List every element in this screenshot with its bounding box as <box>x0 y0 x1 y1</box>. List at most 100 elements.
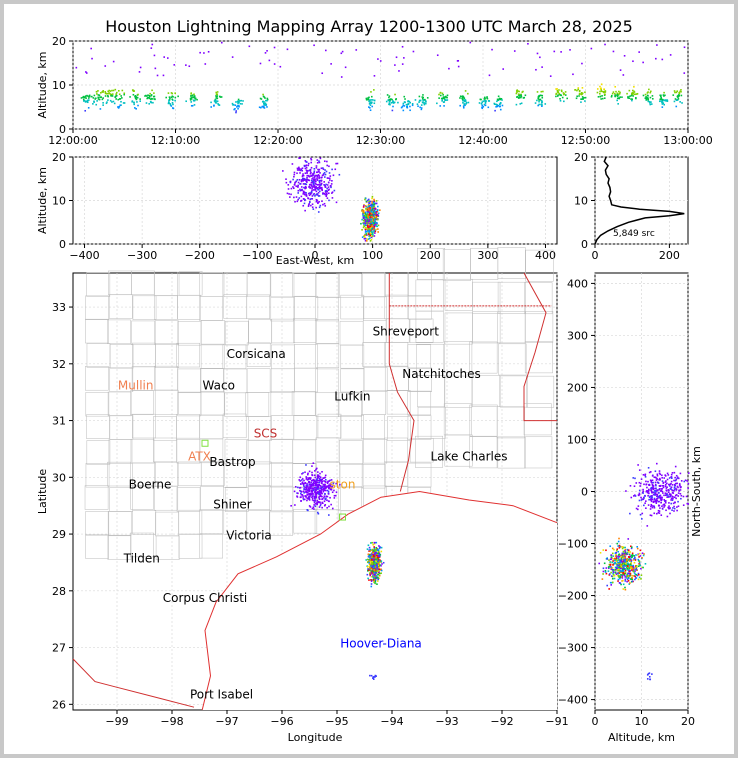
source-point <box>421 96 424 98</box>
source-point <box>171 98 174 101</box>
source-point <box>638 561 641 564</box>
source-point <box>538 94 541 97</box>
source-point <box>647 98 650 101</box>
source-point <box>684 479 687 482</box>
source-point <box>215 95 217 97</box>
county-boundary <box>176 487 201 512</box>
source-point <box>375 557 377 559</box>
source-point <box>615 557 618 560</box>
source-point <box>671 484 674 486</box>
source-point <box>114 88 117 91</box>
source-point <box>328 500 330 503</box>
source-point <box>373 205 376 207</box>
source-point <box>320 167 323 170</box>
source-point <box>295 185 298 188</box>
source-point <box>309 172 312 175</box>
source-point <box>661 106 664 108</box>
county-boundary <box>361 272 386 298</box>
source-point <box>312 499 315 502</box>
source-point <box>408 100 411 103</box>
source-point <box>604 43 606 46</box>
source-point <box>191 94 194 97</box>
source-point <box>657 511 660 514</box>
source-point <box>640 567 642 570</box>
source-point <box>670 497 673 500</box>
source-point <box>177 95 179 98</box>
source-point <box>341 50 344 53</box>
source-point <box>438 93 440 96</box>
source-point <box>310 157 312 160</box>
source-point <box>651 95 654 97</box>
source-point <box>666 472 669 475</box>
source-point <box>304 482 306 484</box>
x-tick-label: −98 <box>160 715 183 728</box>
source-point <box>620 566 623 569</box>
source-point <box>666 482 668 485</box>
source-point <box>310 161 313 164</box>
source-point <box>385 100 388 103</box>
source-point <box>87 99 90 101</box>
source-point <box>378 553 380 556</box>
source-point <box>558 93 561 96</box>
source-point <box>373 569 376 571</box>
source-point <box>675 99 678 102</box>
source-point <box>648 492 650 495</box>
source-point <box>371 224 373 226</box>
source-point <box>502 68 505 70</box>
source-point <box>459 95 462 98</box>
source-point <box>406 106 408 108</box>
source-point <box>619 564 622 566</box>
county-boundary <box>247 486 272 511</box>
city-label: Natchitoches <box>402 367 480 381</box>
source-point <box>306 172 308 174</box>
source-point <box>640 496 642 499</box>
source-point <box>388 103 390 106</box>
source-point <box>638 556 640 558</box>
source-point <box>448 67 450 70</box>
source-point <box>439 94 442 97</box>
source-point <box>210 101 212 104</box>
source-point <box>190 101 193 103</box>
source-point <box>203 52 205 54</box>
source-point <box>118 93 121 96</box>
source-point <box>633 86 635 88</box>
source-point <box>370 674 373 677</box>
source-point <box>329 483 331 485</box>
y-tick-label: 29 <box>52 528 66 541</box>
source-point <box>464 90 467 92</box>
county-boundary <box>340 415 364 440</box>
source-point <box>315 187 318 189</box>
source-point <box>651 97 654 100</box>
source-point <box>371 99 374 101</box>
source-point <box>608 574 611 576</box>
source-point <box>145 94 147 97</box>
source-point <box>312 493 314 495</box>
source-point <box>653 491 655 493</box>
source-point <box>240 99 243 102</box>
source-point <box>369 232 372 235</box>
source-point <box>316 502 318 505</box>
source-point <box>644 473 647 476</box>
source-point <box>409 101 411 104</box>
source-point <box>318 506 321 508</box>
source-point <box>637 573 640 576</box>
source-point <box>364 197 367 200</box>
source-point <box>628 97 630 100</box>
source-point <box>671 509 673 512</box>
source-point <box>311 185 313 187</box>
source-point <box>622 550 625 553</box>
source-point <box>370 91 372 93</box>
source-point <box>599 87 602 90</box>
y-tick-label: 20 <box>52 35 66 48</box>
source-point <box>680 94 683 97</box>
source-point <box>320 487 322 490</box>
source-point <box>618 92 621 95</box>
source-point <box>292 186 294 188</box>
source-point <box>683 72 686 74</box>
source-point <box>576 95 578 98</box>
source-point <box>306 161 308 163</box>
source-point <box>366 561 369 563</box>
source-point <box>315 193 317 196</box>
source-point <box>322 485 324 488</box>
source-point <box>320 503 322 505</box>
